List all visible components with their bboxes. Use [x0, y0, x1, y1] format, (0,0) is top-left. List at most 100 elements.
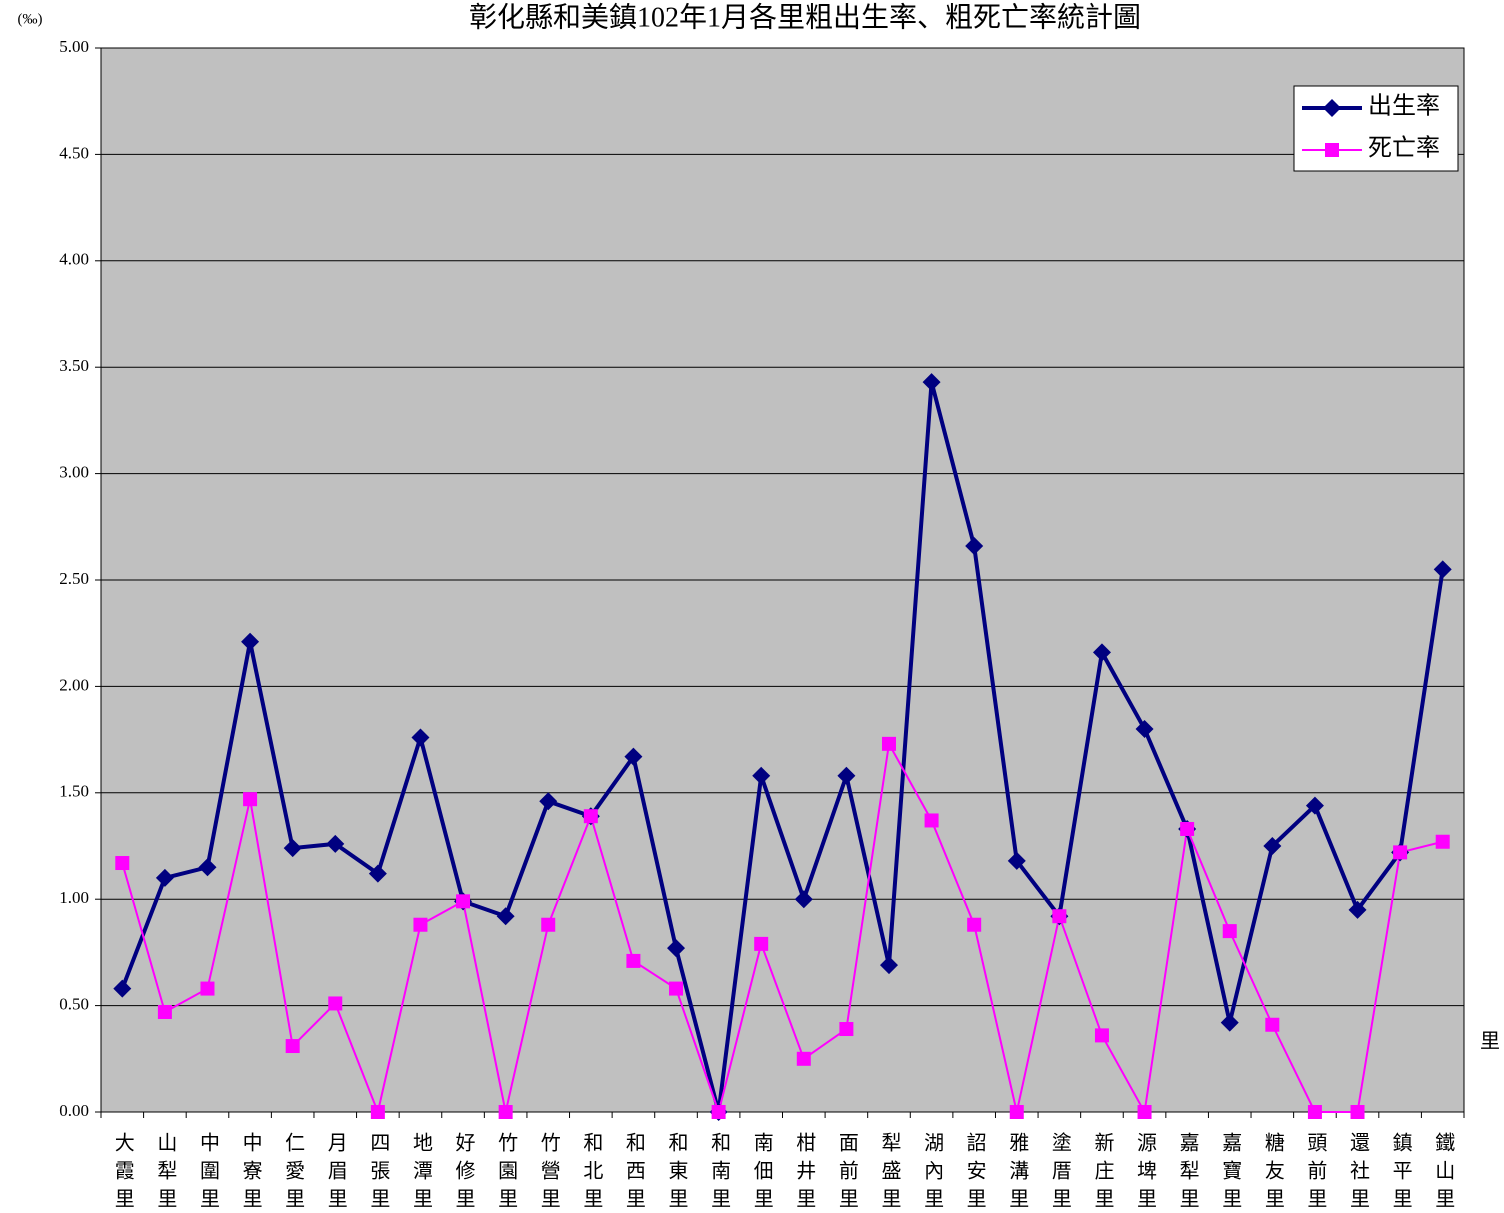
x-tick-label: 鐵山里 [1432, 1131, 1455, 1213]
x-tick-label: 仁愛里 [282, 1132, 305, 1213]
point-marker [667, 939, 686, 958]
series-line [120, 381, 1445, 1113]
point-marker [794, 890, 813, 909]
legend-label: 死亡率 [1368, 135, 1440, 162]
x-tick-label: 竹園里 [495, 1132, 518, 1213]
point-marker [1307, 1105, 1322, 1119]
point-marker [413, 917, 428, 932]
point-marker [1180, 821, 1195, 836]
point-marker [113, 979, 132, 998]
x-tick-label: 還社里 [1347, 1132, 1370, 1213]
point-marker [626, 953, 641, 968]
point-marker [1092, 643, 1111, 662]
x-tick-label: 和北里 [580, 1132, 603, 1213]
point-marker [1052, 909, 1067, 924]
x-tick-label: 頭前里 [1304, 1132, 1327, 1213]
point-marker [157, 1004, 172, 1019]
point-marker [243, 792, 258, 807]
point-marker [1220, 1013, 1239, 1032]
point-marker [1348, 900, 1367, 919]
x-tick-label: 湖內里 [921, 1132, 944, 1213]
x-tick-label: 四張里 [367, 1132, 389, 1213]
point-marker [1009, 1105, 1024, 1119]
point-marker [922, 373, 941, 392]
point-marker [541, 917, 556, 932]
point-marker [115, 856, 130, 871]
y-tick-label: 1.50 [59, 782, 89, 801]
legend-marker [1325, 143, 1339, 157]
x-tick-label: 南佃里 [750, 1132, 773, 1213]
legend-label: 出生率 [1368, 93, 1440, 120]
x-tick-label: 雅溝里 [1006, 1132, 1029, 1213]
x-tick-label: 大霞里 [111, 1132, 134, 1213]
point-marker [839, 1022, 854, 1037]
point-marker [796, 1051, 811, 1066]
point-marker [881, 736, 896, 751]
y-tick-label: 4.50 [59, 143, 89, 162]
series-line [121, 740, 1443, 1116]
x-tick-label: 新庄里 [1091, 1132, 1114, 1213]
x-tick-label: 塗厝里 [1048, 1132, 1071, 1213]
point-marker [837, 766, 856, 785]
x-tick-label: 嘉寶里 [1219, 1132, 1242, 1213]
x-tick-label: 鎮平里 [1389, 1132, 1412, 1213]
point-marker [754, 936, 769, 951]
y-tick-label: 2.00 [59, 675, 89, 694]
y-tick-label: 3.50 [59, 356, 89, 375]
point-marker [752, 766, 771, 785]
x-tick-label: 柑井里 [793, 1132, 816, 1213]
point-marker [1305, 796, 1324, 815]
x-tick-label: 源埤里 [1134, 1132, 1157, 1213]
x-tick-label: 和西里 [622, 1132, 645, 1213]
x-tick-label: 中寮里 [239, 1132, 262, 1213]
point-marker [1222, 924, 1237, 939]
x-tick-label: 面前里 [835, 1132, 857, 1213]
point-marker [1265, 1017, 1280, 1032]
point-marker [411, 728, 430, 747]
point-marker [669, 981, 684, 996]
y-tick-label: 5.00 [59, 37, 89, 56]
point-marker [879, 956, 898, 975]
point-marker [498, 1105, 513, 1119]
legend-box [1293, 85, 1459, 172]
point-marker [1435, 834, 1450, 849]
x-axis-label: 里 [1480, 1031, 1500, 1053]
x-tick-label: 詔安里 [963, 1132, 986, 1213]
point-marker [326, 834, 345, 853]
x-tick-label: 月眉里 [324, 1132, 347, 1213]
x-tick-label: 和東里 [665, 1132, 688, 1213]
x-tick-label: 嘉犁里 [1176, 1132, 1199, 1213]
point-marker [368, 864, 387, 883]
point-marker [1263, 837, 1282, 855]
x-tick-label: 好修里 [452, 1132, 475, 1213]
legend-marker [1323, 99, 1341, 117]
point-marker [1433, 560, 1452, 579]
point-marker [711, 1105, 726, 1119]
point-marker [1137, 1105, 1152, 1119]
point-marker [1094, 1028, 1109, 1043]
point-marker [539, 792, 558, 811]
point-marker [1350, 1105, 1365, 1119]
x-tick-label: 和南里 [708, 1132, 731, 1213]
x-tick-label: 糖友里 [1261, 1132, 1284, 1213]
point-marker [1135, 719, 1154, 738]
point-marker [1393, 845, 1408, 860]
point-marker [155, 868, 174, 887]
y-tick-label: 0.00 [59, 1101, 89, 1120]
point-marker [200, 981, 215, 996]
point-marker [1007, 851, 1026, 870]
y-tick-label: 1.00 [59, 888, 89, 907]
point-marker [370, 1105, 385, 1119]
point-marker [456, 894, 471, 909]
point-marker [328, 996, 343, 1011]
point-marker [965, 536, 984, 555]
x-tick-label: 山犁里 [154, 1132, 177, 1213]
x-tick-label: 犁盛里 [878, 1132, 901, 1213]
x-tick-label: 中圍里 [196, 1132, 218, 1213]
point-marker [496, 907, 515, 926]
point-marker [285, 1039, 300, 1054]
point-marker [967, 917, 982, 932]
point-marker [283, 839, 302, 858]
